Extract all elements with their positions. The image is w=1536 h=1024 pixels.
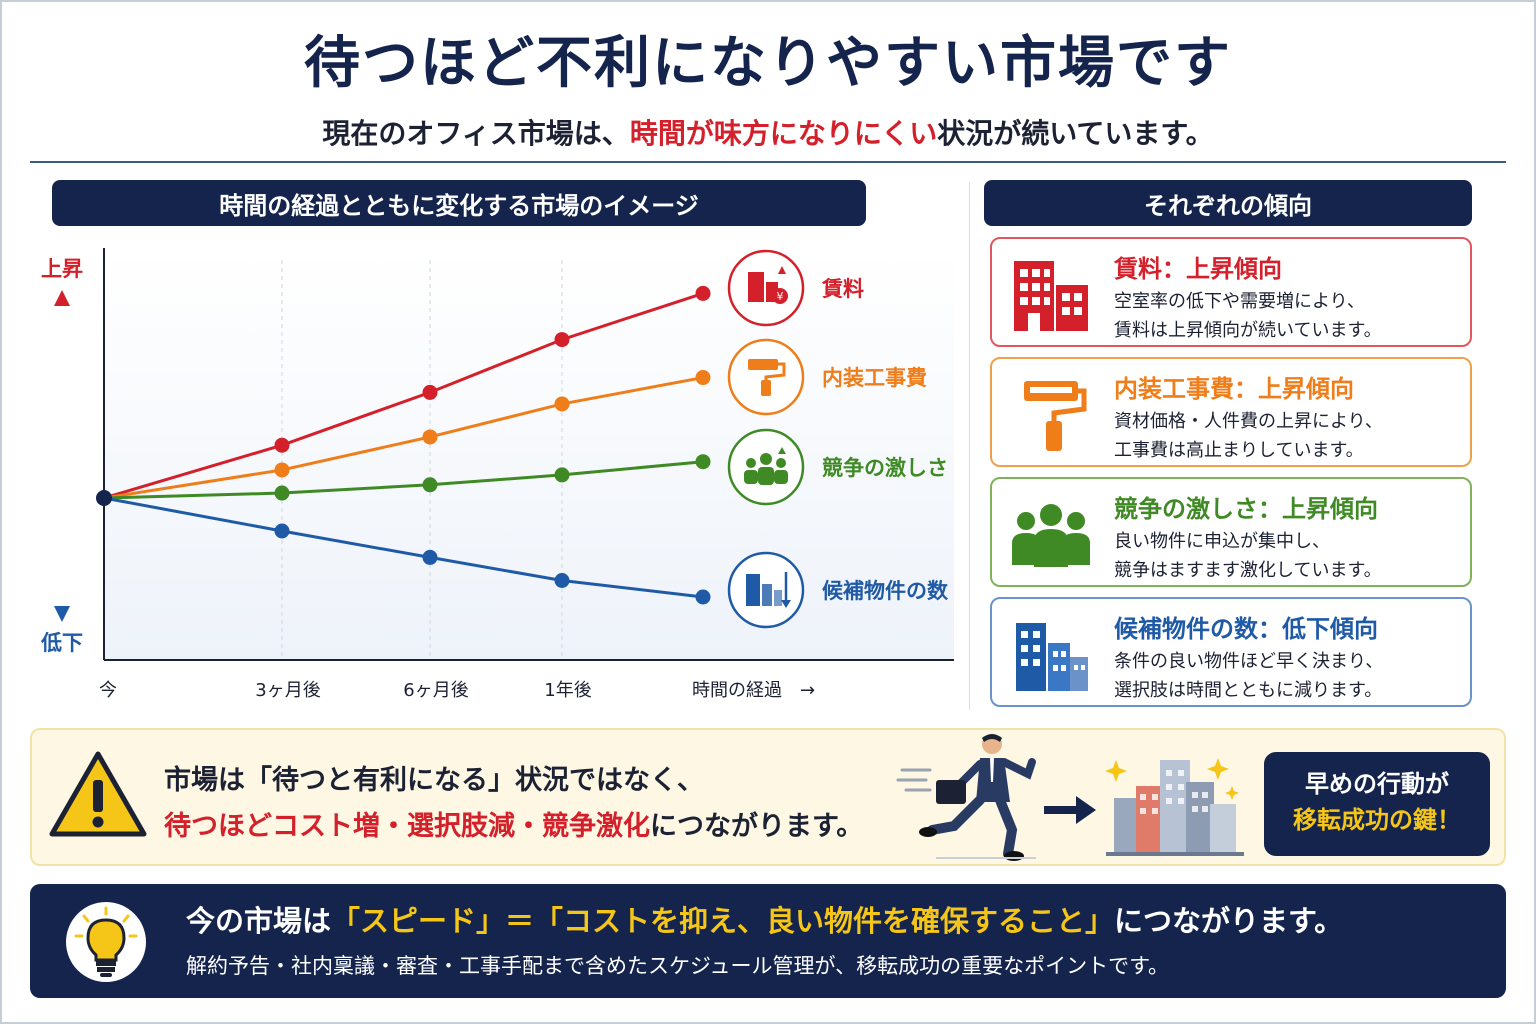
chart-data-point — [274, 523, 290, 539]
bottom-main-message: 今の市場は「スピード」＝「コストを抑え、良い物件を確保すること」につながります。 — [186, 898, 1343, 940]
trend-card-title: 賃料：上昇傾向 — [1114, 255, 1282, 283]
lightbulb-icon — [66, 902, 146, 982]
chart-data-point — [554, 467, 570, 483]
chart-data-point — [554, 396, 570, 412]
chart-series-label: 賃料 — [821, 277, 864, 301]
chart-data-point — [422, 384, 438, 400]
chart-data-point — [695, 589, 711, 605]
warning-line-2: 待つほどコスト増・選択肢減・競争激化につながります。 — [164, 804, 863, 843]
office-buildings-icon — [746, 572, 791, 608]
subtitle-highlight: 時間が味方になりにくい — [629, 117, 938, 150]
chart-x-tick-label: 1年後 — [544, 680, 591, 701]
warning-panel — [30, 728, 1506, 866]
subtitle-pre: 現在のオフィス市場は、 — [322, 117, 630, 150]
trend-card-desc: 条件の良い物件ほど早く決まり、 選択肢は時間とともに減ります。 — [1114, 647, 1383, 705]
desc-line: 空室率の低下や需要増により、 — [1114, 291, 1365, 312]
desc-line: 賃料は上昇傾向が続いています。 — [1114, 320, 1382, 341]
trend-card-candidates: 候補物件の数：低下傾向 条件の良い物件ほど早く決まり、 選択肢は時間とともに減りま… — [990, 597, 1472, 707]
desc-line: 条件の良い物件ほど早く決まり、 — [1114, 651, 1384, 672]
chart-data-point — [422, 477, 438, 493]
running-businessman-icon — [896, 734, 1036, 861]
trend-card-rent: 賃料：上昇傾向 空室率の低下や需要増により、 賃料は上昇傾向が続いています。 — [990, 237, 1472, 347]
desc-line: 選択肢は時間とともに減ります。 — [1114, 680, 1383, 701]
bottom-sub-message: 解約予告・社内稟議・審査・工事手配まで含めたスケジュール管理が、移転成功の重要な… — [186, 954, 1170, 978]
trend-card-interior: 内装工事費：上昇傾向 資材価格・人件費の上昇により、 工事費は高止まりしています。 — [990, 357, 1472, 467]
page-subtitle: 現在のオフィス市場は、時間が味方になりにくい状況が続いています。 — [0, 112, 1536, 152]
warning-emphasis: 待つほどコスト増・選択肢減・競争激化 — [164, 811, 650, 842]
cta-line-2: 移転成功の鍵！ — [1293, 806, 1461, 834]
chart-section-heading: 時間の経過とともに変化する市場のイメージ — [52, 180, 866, 226]
chart-y-top-label: 上昇 — [41, 257, 83, 281]
svg-text:¥: ¥ — [777, 290, 784, 303]
chart-data-point — [422, 549, 438, 565]
bottom-main-emphasis: 「スピード」＝「コストを抑え、良い物件を確保すること」 — [331, 904, 1115, 938]
trend-card-title: 競争の激しさ：上昇傾向 — [1114, 495, 1378, 523]
subtitle-post: 状況が続いています。 — [937, 117, 1214, 150]
chart-data-point — [422, 429, 438, 445]
chart-series-label: 候補物件の数 — [822, 579, 949, 603]
section-separator — [969, 182, 970, 710]
page-title: 待つほど不利になりやすい市場です — [304, 31, 1232, 96]
building-icon — [1014, 261, 1088, 331]
warning-line-1: 市場は「待つと有利になる」状況ではなく、 — [164, 765, 704, 796]
building-icon: ¥ — [748, 266, 788, 304]
trend-card-title: 候補物件の数：低下傾向 — [1114, 615, 1378, 643]
chart-down-arrowhead — [54, 606, 70, 622]
city-buildings-icon — [1105, 758, 1244, 856]
chart-data-point — [554, 573, 570, 588]
chart-data-point — [695, 285, 711, 301]
chart-data-point — [274, 462, 290, 478]
people-group-icon — [1012, 504, 1090, 567]
chart-y-bottom-label: 低下 — [40, 631, 83, 655]
warning-line-2-post: につながります。 — [650, 811, 864, 842]
trend-card-title: 内装工事費：上昇傾向 — [1114, 375, 1354, 403]
bottom-main-pre: 今の市場は — [186, 904, 332, 938]
trend-card-competition: 競争の激しさ：上昇傾向 良い物件に申込が集中し、競争はますます激化しています。 — [990, 477, 1472, 587]
people-group-icon — [744, 447, 788, 485]
call-to-action-badge: 早めの行動が 移転成功の鍵！ — [1264, 752, 1490, 856]
desc-line: 工事費は高止まりしています。 — [1114, 440, 1364, 461]
chart-origin-point — [96, 490, 112, 506]
desc-line: 競争はますます激化しています。 — [1114, 560, 1382, 581]
chart-x-tick-label: 今 — [99, 680, 117, 701]
trend-card-desc: 良い物件に申込が集中し、競争はますます激化しています。 — [1114, 527, 1382, 585]
bottom-main-post: につながります。 — [1114, 904, 1344, 938]
trend-card-desc: 空室率の低下や需要増により、 賃料は上昇傾向が続いています。 — [1114, 287, 1382, 345]
arrow-right-icon — [1044, 796, 1096, 824]
chart-series-label: 競争の激しさ — [822, 456, 948, 480]
chart-data-point — [554, 332, 570, 348]
desc-line: 良い物件に申込が集中し、 — [1114, 531, 1330, 552]
chart-data-point — [274, 437, 290, 453]
trends-section-heading: それぞれの傾向 — [984, 180, 1472, 226]
office-buildings-icon — [1016, 623, 1088, 691]
chart-up-arrowhead — [54, 290, 70, 306]
header-divider — [30, 161, 1506, 163]
chart-series-label: 内装工事費 — [822, 366, 927, 390]
paint-roller-icon — [1024, 381, 1087, 451]
warning-icon — [49, 751, 147, 837]
desc-line: 資材価格・人件費の上昇により、 — [1114, 411, 1383, 432]
chart-data-point — [695, 370, 711, 386]
cta-line-1: 早めの行動が — [1305, 770, 1449, 798]
bottom-banner — [30, 884, 1506, 998]
chart-x-axis-label: 時間の経過 → — [692, 680, 815, 701]
chart-data-point — [695, 454, 711, 470]
trend-card-desc: 資材価格・人件費の上昇により、 工事費は高止まりしています。 — [1114, 407, 1383, 465]
chart-x-tick-label: 3ヶ月後 — [255, 680, 320, 701]
chart-data-point — [274, 485, 290, 501]
chart-x-tick-label: 6ヶ月後 — [403, 680, 468, 701]
paint-roller-icon — [748, 359, 786, 396]
